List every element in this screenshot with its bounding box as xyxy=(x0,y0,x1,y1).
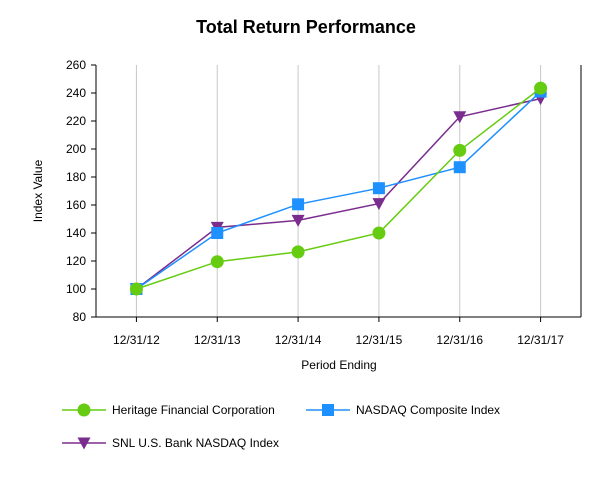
y-tick-label: 80 xyxy=(73,310,87,324)
y-tick-label: 240 xyxy=(66,86,86,100)
series-2 xyxy=(129,93,548,296)
y-axis-label: Index Value xyxy=(31,159,45,222)
chart-title: Total Return Performance xyxy=(196,17,416,37)
legend-item: SNL U.S. Bank NASDAQ Index xyxy=(62,436,279,450)
x-tick-label: 12/31/16 xyxy=(436,333,483,347)
legend-label: Heritage Financial Corporation xyxy=(112,403,275,417)
data-point xyxy=(291,245,305,259)
legend-marker xyxy=(322,404,334,416)
series-group xyxy=(129,81,548,296)
legend-item: NASDAQ Composite Index xyxy=(306,403,500,417)
y-tick-label: 100 xyxy=(66,282,86,296)
data-point xyxy=(453,111,467,124)
data-point xyxy=(372,198,386,211)
data-point xyxy=(211,227,224,239)
series-line xyxy=(135,91,542,290)
x-tick-label: 12/31/13 xyxy=(194,333,241,347)
x-tick-label: 12/31/12 xyxy=(113,333,160,347)
series-0 xyxy=(129,81,548,296)
y-tick-label: 200 xyxy=(66,142,86,156)
y-tick-label: 120 xyxy=(66,254,86,268)
data-point xyxy=(534,81,548,95)
y-tick-label: 220 xyxy=(66,114,86,128)
data-point xyxy=(292,198,305,211)
y-tick-label: 180 xyxy=(66,170,86,184)
data-point xyxy=(453,143,467,157)
legend: Heritage Financial Corporation NASDAQ Com… xyxy=(62,403,500,450)
x-tick-label: 12/31/17 xyxy=(517,333,564,347)
x-tick-label: 12/31/14 xyxy=(275,333,322,347)
legend-item: Heritage Financial Corporation xyxy=(62,403,275,417)
grid xyxy=(135,65,542,317)
data-point xyxy=(372,182,385,195)
y-tick-label: 260 xyxy=(66,58,86,72)
x-tick-label: 12/31/15 xyxy=(356,333,403,347)
axes xyxy=(91,64,582,322)
x-tick-labels: 12/31/12 12/31/13 12/31/14 12/31/15 12/31/16… xyxy=(113,333,564,347)
legend-marker xyxy=(77,403,91,417)
series-line xyxy=(136,87,542,290)
series-1 xyxy=(130,85,547,295)
data-point xyxy=(291,214,305,227)
data-point xyxy=(453,161,466,174)
data-point xyxy=(210,255,224,269)
legend-marker xyxy=(77,437,91,450)
series-line xyxy=(135,97,541,290)
y-tick-labels: 80 100 120 140 160 180 200 220 240 260 xyxy=(66,58,86,324)
data-point xyxy=(372,226,386,240)
legend-label: SNL U.S. Bank NASDAQ Index xyxy=(112,436,279,450)
data-point xyxy=(129,282,143,296)
y-tick-label: 160 xyxy=(66,198,86,212)
y-tick-label: 140 xyxy=(66,226,86,240)
legend-label: NASDAQ Composite Index xyxy=(356,403,500,417)
x-axis-label: Period Ending xyxy=(301,358,376,372)
